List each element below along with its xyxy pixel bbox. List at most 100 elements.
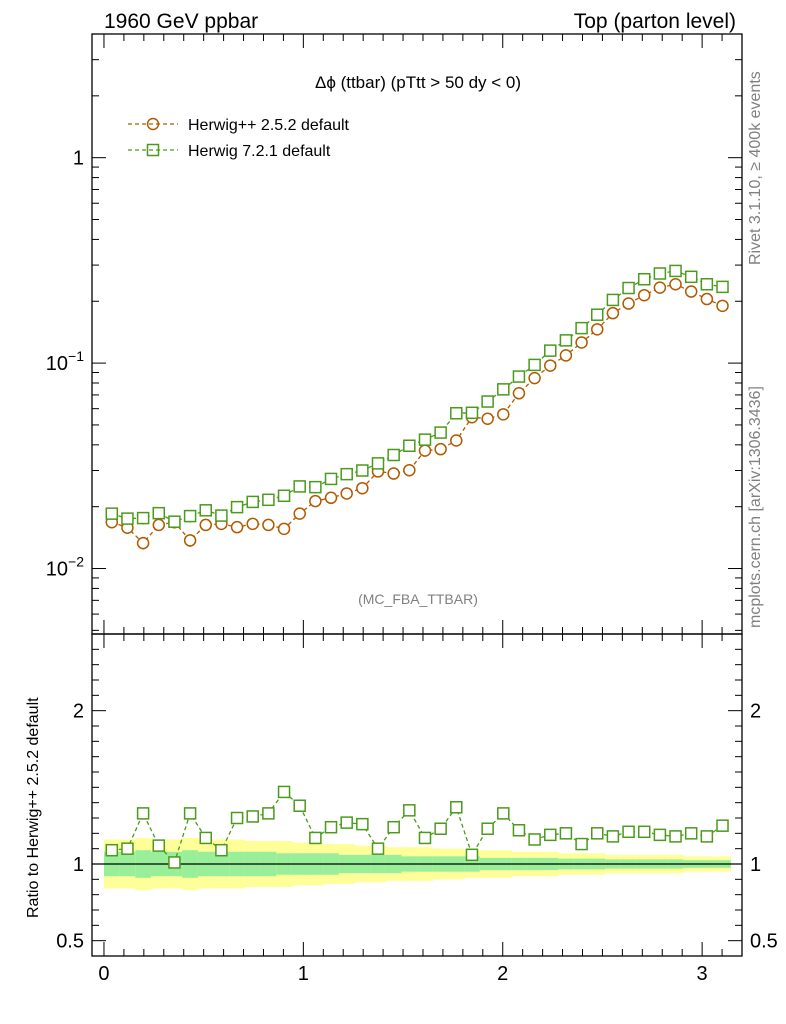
data-point-herwigpp (277, 522, 291, 536)
ratio-y-tick-label-left: 1 (73, 854, 84, 876)
ratio-point (418, 831, 432, 845)
ratio-point (387, 820, 400, 834)
data-point-herwigpp (450, 434, 463, 447)
data-point-herwig7 (168, 515, 181, 528)
data-point-herwig7 (152, 506, 166, 520)
data-point-herwig7 (434, 426, 447, 439)
data-point-herwig7 (183, 509, 197, 523)
data-point-herwig7 (559, 334, 573, 347)
legend-label-herwig7: Herwig 7.2.1 default (188, 143, 331, 160)
analysis-watermark: (MC_FBA_TTBAR) (358, 591, 478, 607)
data-point-herwig7 (309, 480, 322, 494)
main-y-axis: 10−2 10−1 1 (46, 33, 742, 631)
ratio-point (653, 828, 667, 842)
data-point-herwig7 (403, 439, 416, 452)
ratio-point (497, 807, 510, 820)
ratio-y-label: Ratio to Herwig++ 2.5.2 default (25, 697, 42, 918)
ratio-point (575, 837, 588, 851)
ratio-point (434, 822, 447, 835)
data-point-herwigpp (262, 518, 275, 532)
ratio-point (669, 830, 682, 843)
data-point-herwigpp (434, 442, 447, 456)
collider-label: 1960 GeV ppbar (104, 10, 258, 33)
data-point-herwig7 (512, 370, 526, 383)
series-line-herwig7 (111, 270, 723, 523)
ratio-point (371, 842, 385, 855)
data-point-herwigpp (590, 323, 604, 336)
ratio-point (309, 831, 322, 845)
data-point-herwigpp (622, 297, 635, 310)
process-label: Top (parton level) (574, 10, 736, 33)
x-tick-label: 0 (98, 963, 109, 985)
data-point-herwig7 (653, 267, 667, 280)
data-point-herwigpp (481, 412, 494, 425)
ratio-y-tick-label-right: 2 (750, 701, 761, 723)
ratio-plot-area (92, 785, 742, 891)
ratio-point (183, 807, 197, 820)
data-point-herwigpp (246, 517, 259, 531)
data-point-herwigpp (293, 507, 306, 520)
data-point-herwig7 (277, 489, 291, 503)
data-point-herwigpp (575, 336, 588, 349)
main-plot-area (105, 264, 729, 550)
data-point-herwigpp (387, 467, 400, 480)
mcplots-label: mcplots.cern.ch [arXiv:1306.3436] (747, 386, 764, 628)
data-point-herwigpp (559, 349, 573, 362)
ratio-point (356, 817, 369, 831)
ratio-point (559, 827, 573, 840)
data-point-herwigpp (418, 444, 432, 457)
data-point-herwig7 (716, 280, 729, 294)
data-point-herwig7 (544, 344, 557, 357)
x-tick-label: 2 (497, 963, 508, 985)
data-point-herwig7 (105, 507, 119, 520)
data-point-herwigpp (512, 387, 526, 400)
data-point-herwig7 (121, 512, 134, 525)
legend-entry-herwigpp: Herwig++ 2.5.2 default (128, 117, 350, 134)
ratio-point (637, 825, 651, 839)
ratio-point (136, 807, 150, 820)
data-point-herwig7 (418, 433, 432, 446)
ratio-point (590, 827, 604, 840)
y-tick-label: 10−2 (46, 554, 84, 581)
data-point-herwigpp (606, 306, 620, 320)
y-tick-label: 1 (73, 148, 84, 170)
data-point-herwig7 (387, 448, 400, 462)
ratio-point (215, 843, 228, 857)
legend-marker-square (146, 143, 160, 157)
data-point-herwigpp (136, 536, 150, 550)
data-point-herwigpp (309, 494, 322, 508)
main-x-ticks (103, 34, 743, 634)
data-point-herwigpp (700, 292, 714, 306)
data-point-herwigpp (230, 520, 244, 534)
ratio-point (622, 825, 635, 839)
ratio-point (684, 827, 698, 840)
ratio-point (528, 833, 541, 846)
chart-title: Δϕ (ttbar) (pTtt > 50 dy < 0) (315, 73, 521, 92)
data-point-herwig7 (465, 406, 479, 420)
data-point-herwig7 (481, 395, 494, 408)
data-point-herwig7 (622, 281, 635, 295)
ratio-point (152, 839, 166, 852)
legend-marker-circle (146, 117, 160, 131)
data-point-herwig7 (606, 293, 620, 307)
ratio-point (324, 820, 338, 834)
data-point-herwigpp (684, 285, 698, 298)
ratio-y-tick-label-right: 0.5 (750, 931, 778, 953)
data-point-herwigpp (403, 463, 416, 477)
data-point-herwig7 (371, 457, 385, 470)
main-panel: 10−210−11 Δϕ (ttbar) (pTtt > 50 dy < 0) … (46, 33, 743, 635)
data-point-herwig7 (199, 504, 212, 517)
data-point-herwigpp (544, 359, 557, 372)
data-point-herwigpp (340, 487, 353, 500)
ratio-panel: 0.5 0.5 1 1 2 2 0 1 2 3 Ratio to Herwig++ 2.5.2 … (25, 633, 778, 985)
data-point-herwigpp (528, 371, 541, 385)
data-point-herwig7 (700, 278, 714, 291)
ratio-point (465, 848, 479, 862)
ratio-series-line (111, 790, 723, 864)
data-point-herwigpp (669, 278, 682, 291)
ratio-point (230, 811, 244, 825)
data-point-herwig7 (324, 472, 338, 486)
data-point-herwigpp (324, 491, 338, 505)
ratio-point (340, 816, 353, 829)
